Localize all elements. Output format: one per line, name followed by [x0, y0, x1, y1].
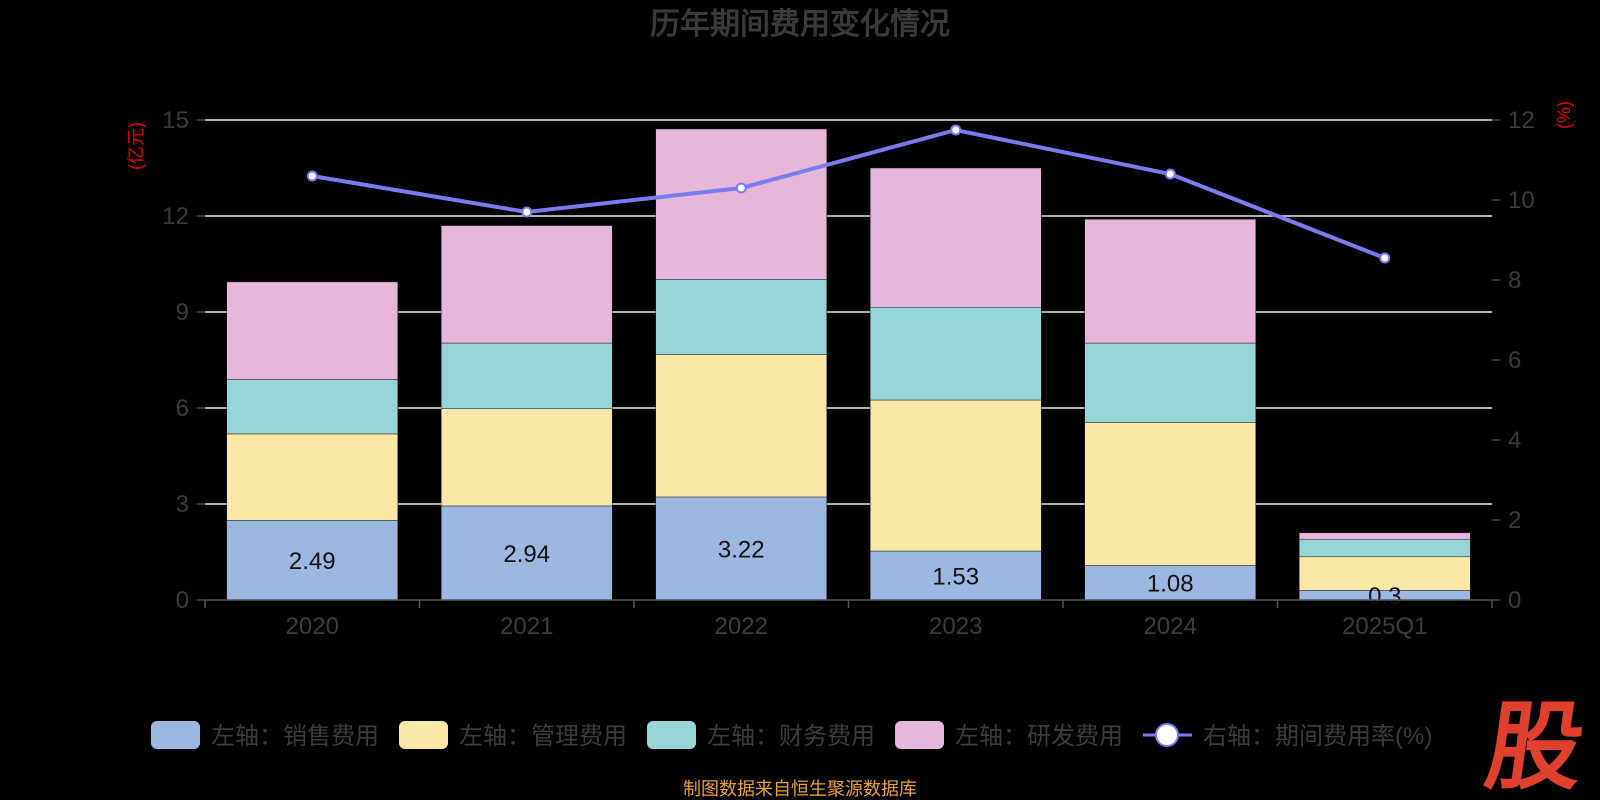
rate-point — [1379, 252, 1391, 264]
left-axis-unit: (亿元) — [126, 122, 146, 170]
axes: 0 3 6 9 12 15 0 2 4 6 8 10 12 2020 2021 2022 2023 2024 202… — [162, 107, 1534, 640]
bar-segment-3 — [1299, 538, 1471, 558]
rate-point — [950, 124, 962, 136]
bar-segment-2 — [870, 399, 1042, 552]
x-tick-label: 2020 — [286, 613, 339, 640]
bar-segment-2 — [655, 354, 827, 498]
x-tick-label: 2022 — [715, 613, 768, 640]
right-tick-label: 2 — [1508, 507, 1521, 534]
bar-segment-3 — [226, 379, 398, 435]
bar-segment-2 — [226, 433, 398, 521]
bar-value-label: 2.49 — [289, 548, 336, 575]
rate-point — [521, 206, 533, 218]
right-tick-label: 6 — [1508, 347, 1521, 374]
bar-labels: 2.49 2.94 3.22 1.53 1.08 0.3 — [289, 536, 1402, 610]
bar-segment-4 — [441, 225, 613, 344]
legend: 左轴：销售费用 左轴：管理费用 左轴：财务费用 左轴：研发费用 右轴：期间费用率(%) — [151, 721, 1432, 750]
left-tick-label: 12 — [162, 203, 189, 230]
bar-segment-4 — [1299, 532, 1471, 540]
right-tick-label: 12 — [1508, 107, 1535, 134]
right-tick-label: 0 — [1508, 587, 1521, 614]
legend-label-4: 左轴：研发费用 — [955, 723, 1123, 750]
bar-segment-2 — [1299, 556, 1471, 591]
right-tick-label: 4 — [1508, 427, 1521, 454]
grid-lines — [205, 119, 1492, 505]
bar-segment-3 — [870, 306, 1042, 401]
bar-segment-4 — [226, 281, 398, 380]
right-tick-label: 8 — [1508, 267, 1521, 294]
bar-segment-3 — [441, 342, 613, 409]
left-tick-label: 6 — [176, 395, 189, 422]
bar-segment-3 — [1084, 342, 1256, 423]
chart-title: 历年期间费用变化情况 — [650, 7, 950, 41]
bar-value-label: 3.22 — [718, 536, 765, 563]
right-tick-label: 10 — [1508, 187, 1535, 214]
legend-swatch-2 — [399, 721, 448, 749]
logo-glyph: 股 — [1479, 690, 1591, 800]
bar-segment-3 — [655, 279, 827, 355]
legend-swatch-4 — [895, 721, 944, 749]
left-tick-label: 15 — [162, 107, 189, 134]
bar-value-label: 0.3 — [1368, 583, 1401, 610]
left-tick-label: 3 — [176, 491, 189, 518]
bar-value-label: 1.53 — [932, 564, 979, 591]
legend-swatch-3 — [647, 721, 696, 749]
legend-swatch-1 — [151, 721, 200, 749]
rate-line-series — [306, 124, 1391, 264]
bar-segment-4 — [655, 128, 827, 280]
legend-swatch-marker — [1155, 723, 1179, 747]
left-tick-label: 9 — [176, 299, 189, 326]
bar-segment-1 — [441, 505, 613, 601]
bar-segment-1 — [226, 520, 398, 601]
bar-segment-2 — [1084, 422, 1256, 566]
brand-logo: 股 — [1479, 690, 1591, 800]
legend-label-3: 左轴：财务费用 — [707, 723, 875, 750]
source-note: 制图数据来自恒生聚源数据库 — [683, 779, 917, 799]
bars — [226, 128, 1471, 601]
rate-point — [1164, 168, 1176, 180]
x-tick-label: 2023 — [929, 613, 982, 640]
rate-line — [311, 127, 1386, 260]
x-tick-label: 2024 — [1144, 613, 1197, 640]
legend-label-2: 左轴：管理费用 — [459, 723, 627, 750]
legend-label-5: 右轴：期间费用率(%) — [1203, 723, 1432, 750]
rate-point — [735, 182, 747, 194]
bar-segment-1 — [655, 496, 827, 601]
legend-label-1: 左轴：销售费用 — [211, 723, 379, 750]
bar-value-label: 2.94 — [503, 541, 550, 568]
rate-point — [306, 170, 318, 182]
bar-segment-4 — [1084, 218, 1256, 344]
x-tick-label: 2021 — [500, 613, 553, 640]
bar-value-label: 1.08 — [1147, 571, 1194, 598]
left-tick-label: 0 — [176, 587, 189, 614]
bar-segment-2 — [441, 408, 613, 507]
bar-segment-4 — [870, 167, 1042, 308]
x-tick-label: 2025Q1 — [1342, 613, 1427, 640]
right-axis-unit: (%) — [1554, 101, 1574, 129]
